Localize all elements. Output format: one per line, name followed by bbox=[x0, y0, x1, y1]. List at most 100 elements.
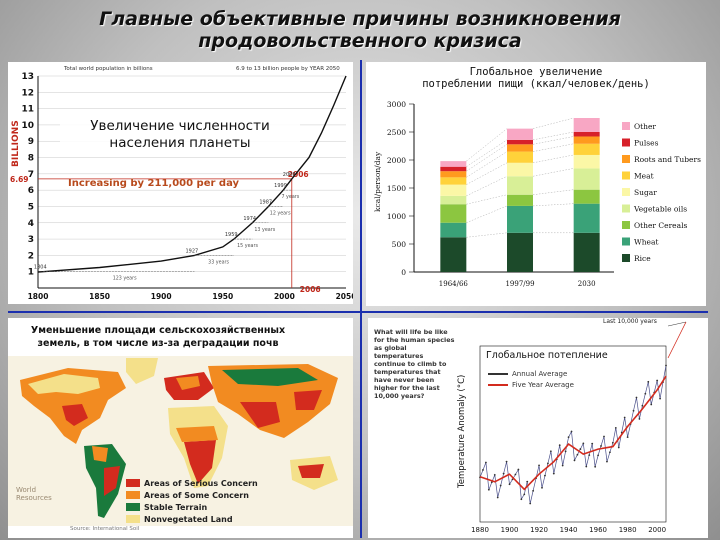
warm-annual-point bbox=[485, 461, 487, 464]
warm-x-tick: 1900 bbox=[501, 526, 519, 534]
food-y-tick: 0 bbox=[401, 268, 406, 277]
pop-marker-value: 6.69 bbox=[10, 175, 29, 184]
food-connector bbox=[466, 232, 508, 238]
pop-x-tick: 1800 bbox=[28, 292, 49, 301]
food-legend-swatch bbox=[622, 122, 630, 130]
warm-annual-point bbox=[532, 489, 535, 492]
warm-annual-point bbox=[585, 465, 588, 468]
land-legend-label: Nonvegetated Land bbox=[144, 514, 233, 524]
warm-annual-point bbox=[611, 441, 614, 444]
food-connector bbox=[532, 189, 574, 195]
land-legend-swatch bbox=[126, 515, 140, 523]
asia-north-shape bbox=[222, 368, 318, 386]
food-legend-label: Vegetable oils bbox=[633, 205, 687, 214]
pop-y-tick: 8 bbox=[28, 154, 34, 164]
warm-pointer bbox=[667, 321, 687, 327]
pop-bg bbox=[8, 62, 353, 304]
land-title-line1: Уменьшение площади сельскохозяйственных bbox=[30, 325, 286, 336]
land-legend-item: Stable Terrain bbox=[126, 502, 258, 512]
food-bar-segment bbox=[440, 237, 467, 272]
food-legend-swatch bbox=[622, 138, 630, 147]
pop-y-tick: 5 bbox=[28, 202, 34, 212]
food-y-label: kcal/person/day bbox=[373, 151, 382, 212]
land-legend-item: Areas of Some Concern bbox=[126, 490, 258, 500]
food-connector bbox=[532, 154, 574, 163]
pop-x-tick: 1900 bbox=[151, 292, 172, 301]
food-connector bbox=[466, 144, 508, 172]
food-legend-label: Other Cereals bbox=[634, 221, 687, 230]
pop-y-tick: 10 bbox=[21, 121, 34, 131]
warm-annual-point bbox=[520, 498, 523, 501]
warm-annual-point bbox=[564, 450, 567, 453]
pop-year-label: 1959 bbox=[225, 232, 238, 238]
warm-annual-point bbox=[544, 474, 546, 477]
warm-annual-line bbox=[479, 365, 667, 504]
vertical-divider bbox=[360, 60, 362, 538]
land-title-line2: земель, в том числе из-за деградации поч… bbox=[37, 338, 279, 349]
food-legend-label: Pulses bbox=[634, 139, 659, 148]
food-bar-segment bbox=[507, 151, 533, 163]
food-connector bbox=[532, 131, 574, 141]
food-connector bbox=[466, 128, 508, 162]
food-y-tick: 3000 bbox=[387, 100, 406, 109]
food-bar-segment bbox=[507, 144, 533, 152]
greenland-shape bbox=[126, 358, 158, 384]
warm-annual-point bbox=[579, 448, 582, 450]
warm-annual-point bbox=[582, 442, 585, 445]
warm-annual-point bbox=[558, 444, 561, 447]
pop-year-label: 2006 bbox=[283, 172, 296, 178]
slide-title-line1: Главные объективные причины возникновени… bbox=[99, 8, 621, 30]
legend-annual-label: Annual Average bbox=[512, 369, 568, 378]
warm-annual-point bbox=[641, 404, 644, 407]
warm-annual-point bbox=[508, 483, 511, 486]
warm-x-tick: 2000 bbox=[648, 526, 666, 534]
food-connector bbox=[532, 168, 574, 177]
land-legend-item: Areas of Serious Concern bbox=[126, 478, 258, 488]
warm-annual-point bbox=[561, 464, 564, 467]
food-legend-label: Roots and Tubers bbox=[634, 155, 701, 164]
land-legend-label: Stable Terrain bbox=[144, 502, 208, 512]
north-america-concern-shape bbox=[62, 404, 88, 426]
food-connector bbox=[466, 194, 508, 205]
africa-concern-shape bbox=[184, 440, 216, 484]
food-connector bbox=[532, 136, 574, 145]
pop-year-label: 1999 bbox=[274, 183, 287, 189]
warm-five-line bbox=[479, 375, 667, 491]
australia-concern-shape bbox=[298, 464, 324, 478]
food-legend-label: Meat bbox=[634, 172, 654, 181]
population-header-2: 6.9 to 13 billion people by YEAR 2050 bbox=[236, 66, 340, 72]
legend-annual: Annual Average bbox=[488, 368, 574, 379]
warm-annual-point bbox=[606, 460, 608, 463]
land-legend-item: Nonvegetated Land bbox=[126, 514, 258, 524]
pop-year-label: 1974 bbox=[243, 216, 256, 222]
population-increase-label: Increasing by 211,000 per day bbox=[68, 178, 240, 189]
land-legend-label: Areas of Some Concern bbox=[144, 490, 249, 500]
warm-annual-point bbox=[656, 379, 659, 382]
pop-year-label: 1804 bbox=[34, 265, 47, 271]
legend-five-label: Five Year Average bbox=[512, 380, 574, 389]
food-legend-swatch bbox=[622, 188, 630, 196]
warm-annual-point bbox=[511, 478, 514, 481]
food-bar-segment bbox=[573, 168, 600, 190]
food-legend-label: Other bbox=[634, 122, 656, 131]
pop-y-tick: 13 bbox=[21, 72, 34, 82]
warm-annual-point bbox=[597, 454, 599, 457]
food-connector bbox=[466, 151, 508, 178]
population-panel: 1 2 3 4 5 6 7 8 9 10 11 12 13 BILLIONS 1800 1850 1900 195… bbox=[8, 62, 353, 304]
food-bar-segment bbox=[573, 189, 600, 204]
warm-annual-point bbox=[576, 453, 579, 456]
warming-question: What will life be like for the human spe… bbox=[374, 328, 455, 400]
warm-annual-point bbox=[573, 459, 576, 462]
land-legend-swatch bbox=[126, 479, 140, 487]
food-bar-segment bbox=[507, 232, 533, 272]
warm-annual-point bbox=[659, 397, 661, 400]
food-y-tick: 500 bbox=[392, 240, 407, 249]
pop-y-tick: 1 bbox=[28, 268, 34, 278]
warm-annual-point bbox=[490, 481, 493, 484]
warm-annual-point bbox=[588, 454, 591, 457]
logo-line2: Resources bbox=[16, 494, 52, 502]
land-title: Уменьшение площади сельскохозяйственных … bbox=[8, 324, 308, 350]
food-connector bbox=[532, 203, 574, 207]
food-y-tick: 1000 bbox=[387, 212, 406, 221]
